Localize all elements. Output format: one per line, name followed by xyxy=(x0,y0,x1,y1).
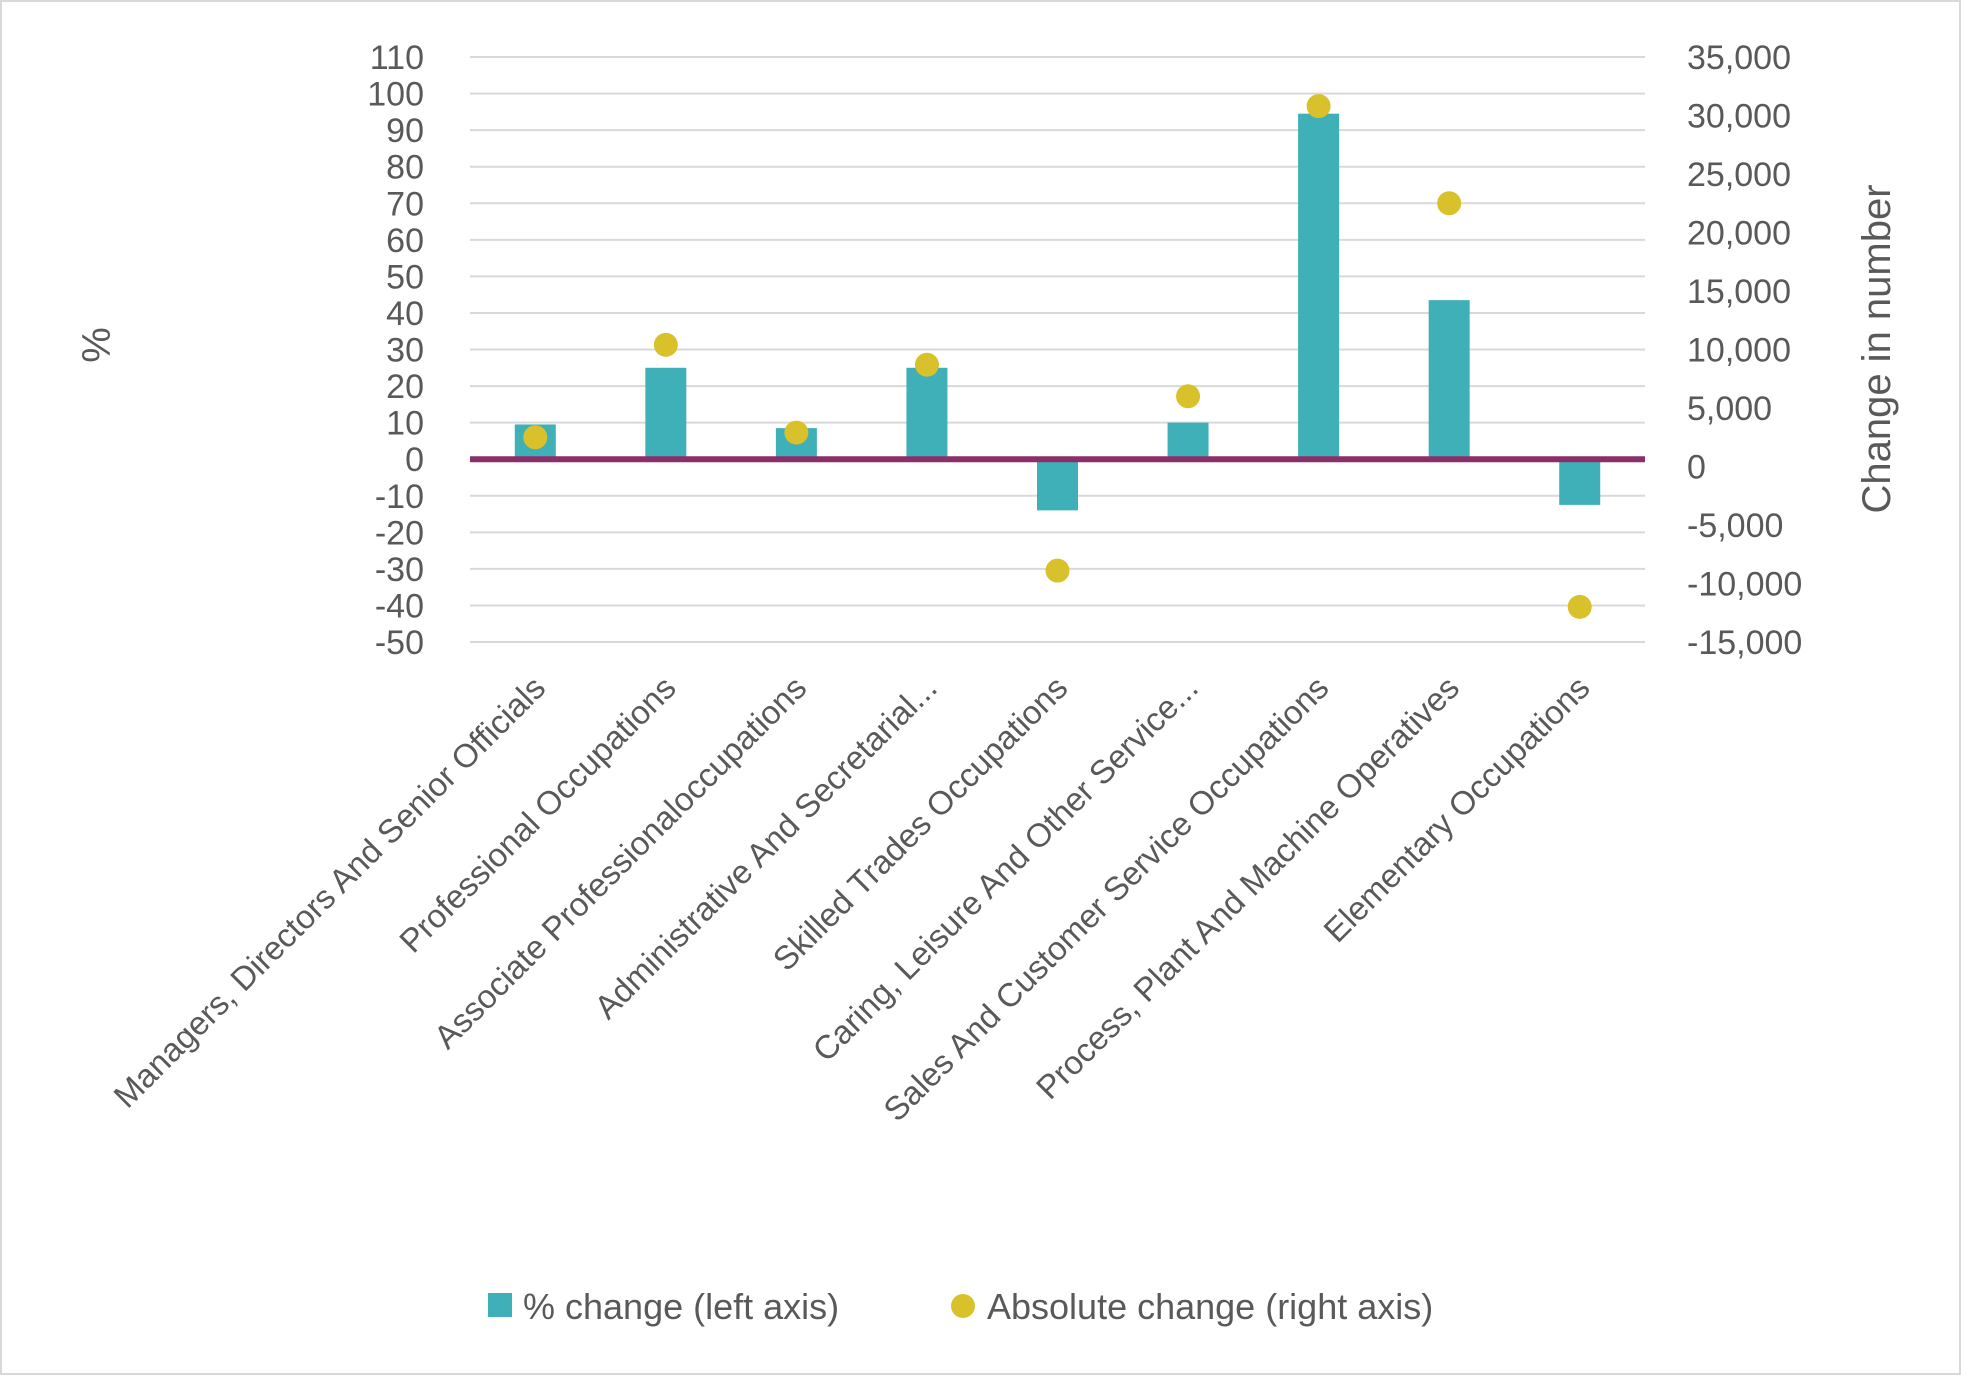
dot xyxy=(1567,594,1592,619)
dot xyxy=(1176,384,1201,409)
right-tick-label: 15,000 xyxy=(1687,273,1791,311)
category-label: Professional Occupations xyxy=(392,669,683,960)
right-axis-title: Change in number xyxy=(1855,184,1899,513)
right-tick-label: 10,000 xyxy=(1687,332,1791,370)
right-tick-label: 20,000 xyxy=(1687,215,1791,253)
left-tick-label: 20 xyxy=(386,368,424,406)
dot xyxy=(653,332,678,357)
bar xyxy=(645,367,687,460)
dot xyxy=(1045,558,1070,583)
right-axis-ticks: 35,000 30,000 25,000 20,000 15,000 10,000 5,00… xyxy=(1687,39,1802,662)
bar xyxy=(906,367,948,460)
left-tick-label: 110 xyxy=(370,39,424,77)
legend-bar-label: % change (left axis) xyxy=(523,1286,839,1327)
left-tick-label: 30 xyxy=(386,332,424,370)
legend-bar-swatch xyxy=(488,1293,512,1317)
dot xyxy=(784,420,809,445)
left-tick-label: -10 xyxy=(375,478,424,516)
dot xyxy=(914,352,939,377)
right-tick-label: -15,000 xyxy=(1687,624,1802,662)
bar xyxy=(1428,300,1470,460)
right-tick-label: 0 xyxy=(1687,449,1706,487)
dot xyxy=(1437,191,1462,216)
bar xyxy=(1037,459,1078,511)
legend-dot-label: Absolute change (right axis) xyxy=(987,1286,1433,1327)
right-tick-label: 5,000 xyxy=(1687,390,1772,428)
bar xyxy=(1559,459,1601,505)
left-tick-label: -40 xyxy=(375,587,424,625)
left-tick-label: 0 xyxy=(405,441,424,479)
left-tick-label: 10 xyxy=(386,405,424,443)
right-tick-label: -5,000 xyxy=(1687,507,1783,545)
bar xyxy=(1298,113,1340,460)
left-tick-label: 90 xyxy=(386,112,424,150)
right-tick-label: -10,000 xyxy=(1687,566,1802,604)
left-tick-label: 50 xyxy=(386,258,424,296)
left-tick-label: -20 xyxy=(375,514,424,552)
left-tick-label: 60 xyxy=(386,222,424,260)
dot xyxy=(1306,94,1331,119)
right-tick-label: 35,000 xyxy=(1687,39,1791,77)
right-tick-label: 30,000 xyxy=(1687,98,1791,136)
category-labels: Managers, Directors And Senior Officials… xyxy=(106,669,1596,1128)
left-axis-title: % xyxy=(75,327,119,363)
left-tick-label: 40 xyxy=(386,295,424,333)
bar xyxy=(1167,422,1209,460)
left-tick-label: 100 xyxy=(367,76,424,114)
category-label: Sales And Customer Service Occupations xyxy=(876,669,1335,1128)
left-tick-label: 80 xyxy=(386,149,424,187)
category-label: Elementary Occupations xyxy=(1316,669,1596,949)
dot xyxy=(523,425,548,450)
left-tick-label: -30 xyxy=(375,551,424,589)
right-tick-label: 25,000 xyxy=(1687,156,1791,194)
dot-series xyxy=(523,94,1592,619)
left-tick-label: -50 xyxy=(375,624,424,662)
left-tick-label: 70 xyxy=(386,185,424,223)
legend-dot-swatch xyxy=(951,1294,975,1318)
legend: % change (left axis) Absolute change (ri… xyxy=(488,1286,1433,1327)
